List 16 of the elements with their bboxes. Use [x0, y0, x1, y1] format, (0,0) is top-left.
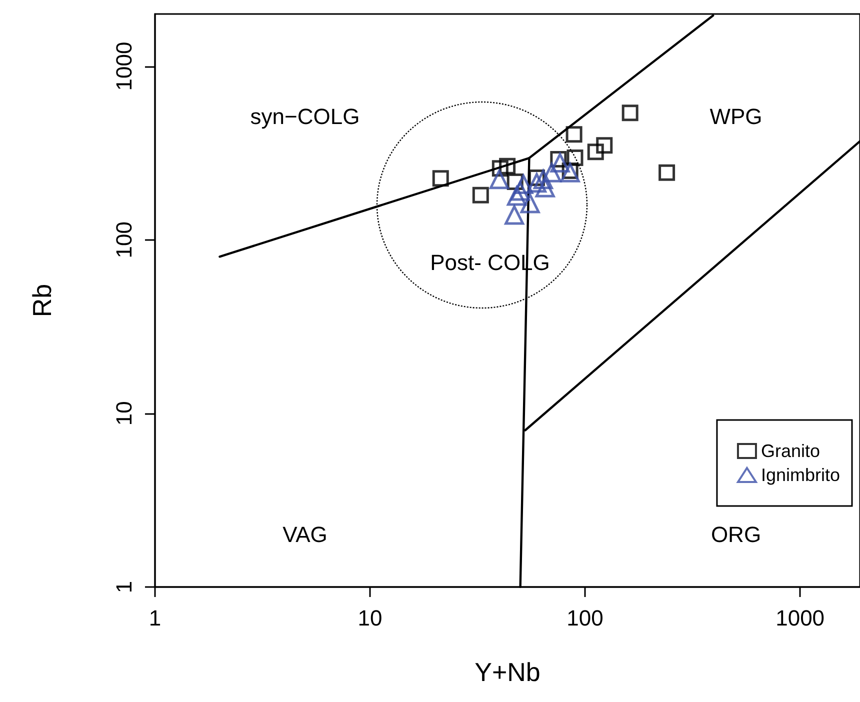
- y-tick-label: 1: [112, 580, 136, 594]
- annotation: ORG: [710, 522, 762, 548]
- x-axis-title: Y+Nb: [474, 657, 540, 687]
- legend-label: Ignimbrito: [760, 465, 840, 485]
- y-tick-label: 1000: [112, 42, 136, 91]
- annotation: VAG: [282, 522, 328, 548]
- y-tick-label: 10: [112, 401, 136, 426]
- y-tick-label: 100: [112, 221, 136, 258]
- annotation: WPG: [710, 104, 762, 130]
- annotation: syn−COLG: [250, 104, 360, 130]
- legend-label: Granito: [760, 441, 820, 461]
- x-tick-label: 100: [566, 606, 604, 630]
- x-tick-label: 1: [148, 606, 162, 630]
- x-tick-label: 10: [358, 606, 382, 630]
- x-tick-label: 1000: [776, 606, 825, 630]
- y-axis-title: Rb: [27, 284, 57, 318]
